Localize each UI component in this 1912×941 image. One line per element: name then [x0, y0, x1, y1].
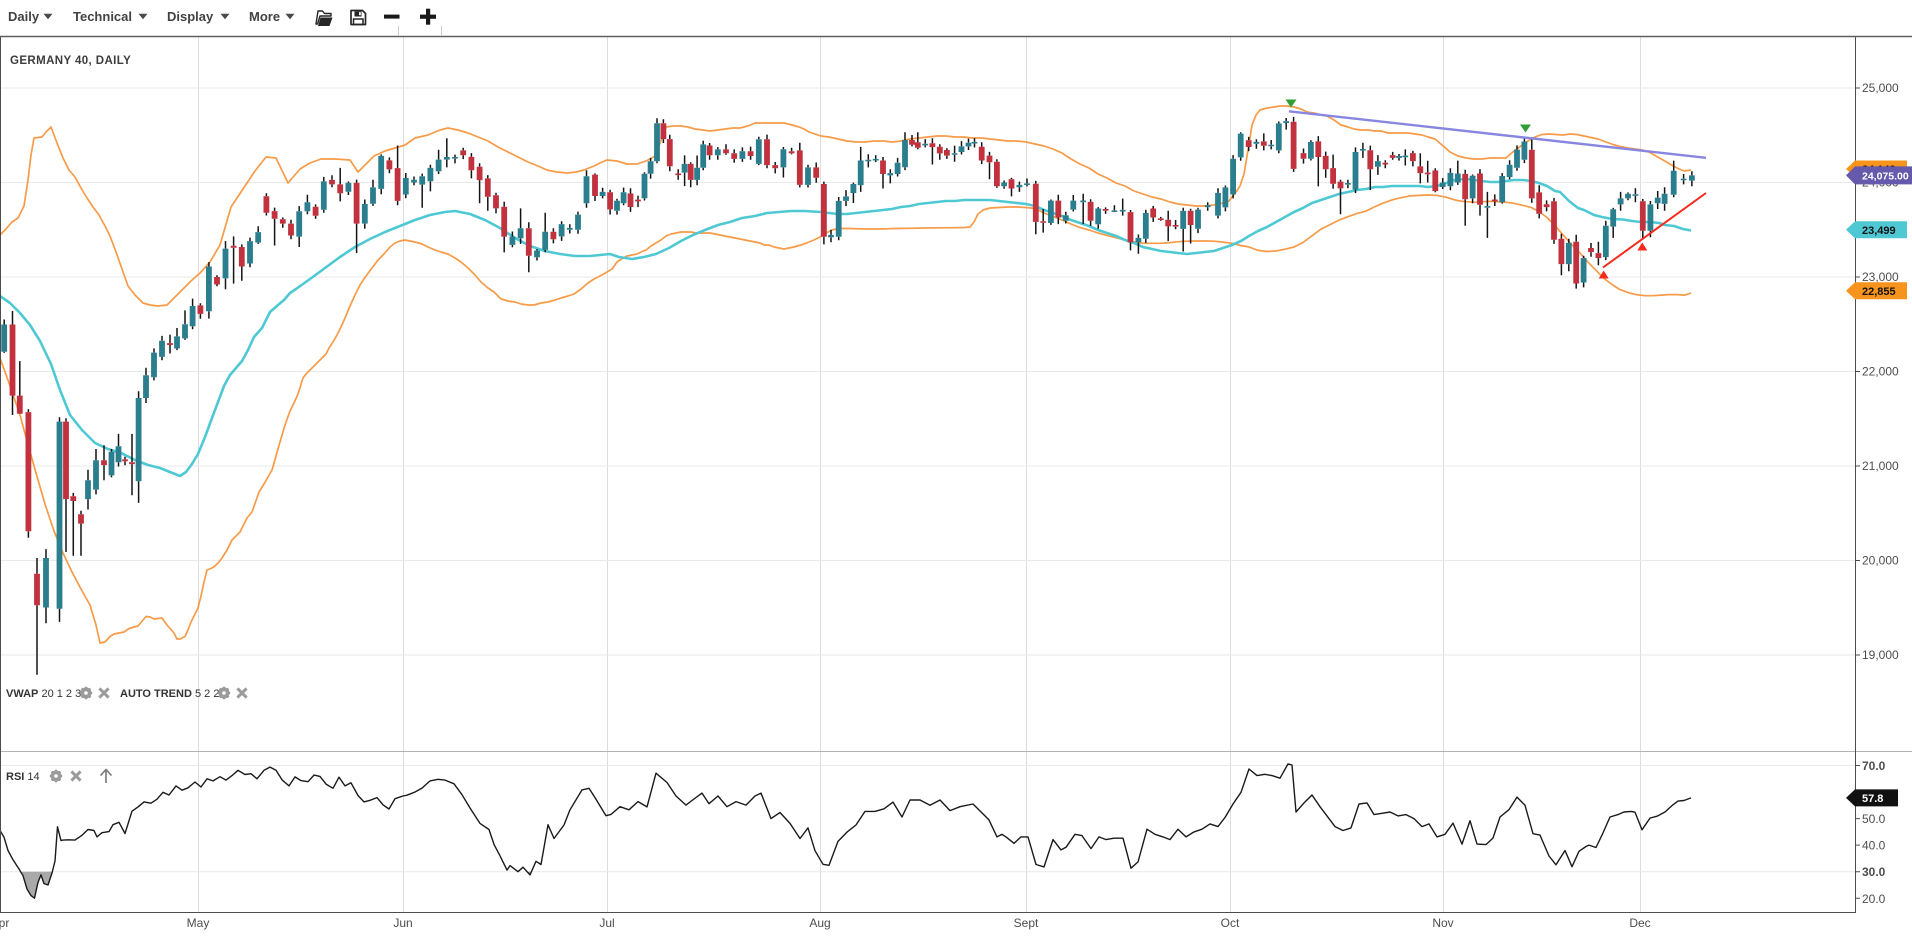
svg-text:More: More	[249, 9, 280, 24]
svg-text:21,000: 21,000	[1862, 459, 1899, 473]
svg-text:20.0: 20.0	[1862, 892, 1886, 906]
svg-text:23,499: 23,499	[1862, 225, 1896, 237]
svg-text:GERMANY 40, DAILY: GERMANY 40, DAILY	[10, 55, 131, 67]
svg-text:Daily: Daily	[8, 9, 40, 24]
svg-text:25,000: 25,000	[1862, 81, 1899, 95]
svg-text:22,000: 22,000	[1862, 365, 1899, 379]
svg-text:Sept: Sept	[1014, 916, 1039, 930]
svg-text:Dec: Dec	[1629, 916, 1650, 930]
svg-text:40.0: 40.0	[1862, 839, 1886, 853]
svg-text:22,855: 22,855	[1862, 286, 1896, 298]
svg-text:Oct: Oct	[1221, 916, 1240, 930]
svg-text:Apr: Apr	[0, 916, 9, 930]
svg-text:Jun: Jun	[393, 916, 412, 930]
svg-text:Display: Display	[167, 9, 214, 24]
svg-text:AUTO TREND 5 2 2: AUTO TREND 5 2 2	[120, 688, 219, 700]
svg-text:Aug: Aug	[809, 916, 830, 930]
svg-text:70.0: 70.0	[1862, 759, 1886, 773]
svg-text:19,000: 19,000	[1862, 648, 1899, 662]
svg-text:Nov: Nov	[1432, 916, 1453, 930]
svg-text:50.0: 50.0	[1862, 812, 1886, 826]
svg-text:23,000: 23,000	[1862, 270, 1899, 284]
svg-text:Jul: Jul	[599, 916, 614, 930]
svg-text:Technical: Technical	[73, 9, 132, 24]
svg-text:30.0: 30.0	[1862, 865, 1886, 879]
svg-text:RSI 14: RSI 14	[6, 771, 40, 783]
svg-text:VWAP 20 1 2 3: VWAP 20 1 2 3	[6, 688, 81, 700]
svg-text:May: May	[187, 916, 210, 930]
svg-text:24,075.00: 24,075.00	[1862, 171, 1909, 183]
svg-text:57.8: 57.8	[1862, 793, 1883, 805]
svg-text:20,000: 20,000	[1862, 554, 1899, 568]
